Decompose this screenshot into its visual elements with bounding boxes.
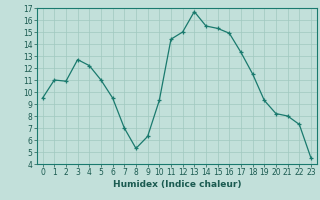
X-axis label: Humidex (Indice chaleur): Humidex (Indice chaleur) <box>113 180 241 189</box>
